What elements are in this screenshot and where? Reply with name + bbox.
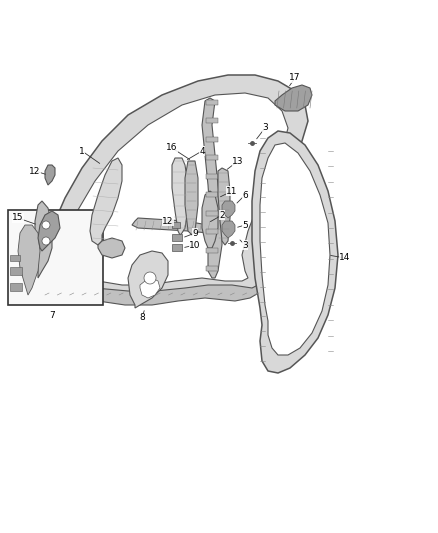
- Text: 12: 12: [162, 216, 174, 225]
- Text: 2: 2: [219, 211, 225, 220]
- Bar: [206, 118, 218, 124]
- Bar: [206, 174, 218, 179]
- Polygon shape: [202, 98, 222, 278]
- Text: 17: 17: [289, 74, 301, 83]
- Polygon shape: [35, 275, 262, 305]
- Text: 11: 11: [226, 187, 238, 196]
- Text: 5: 5: [242, 221, 248, 230]
- Text: 4: 4: [199, 147, 205, 156]
- Polygon shape: [18, 225, 40, 295]
- Polygon shape: [222, 201, 235, 218]
- Polygon shape: [38, 75, 308, 295]
- Text: 13: 13: [232, 157, 244, 166]
- Bar: [172, 234, 182, 241]
- Polygon shape: [132, 218, 212, 233]
- Polygon shape: [252, 131, 338, 373]
- Bar: [10, 255, 20, 261]
- Polygon shape: [260, 143, 330, 355]
- Text: 16: 16: [166, 143, 178, 152]
- Polygon shape: [222, 221, 235, 238]
- Bar: [206, 137, 218, 142]
- Polygon shape: [218, 168, 230, 245]
- Polygon shape: [35, 201, 52, 278]
- Bar: [172, 244, 182, 251]
- Polygon shape: [38, 211, 60, 251]
- Polygon shape: [185, 161, 198, 235]
- Text: 9: 9: [192, 229, 198, 238]
- Text: 15: 15: [12, 214, 24, 222]
- Bar: [10, 267, 22, 275]
- Polygon shape: [202, 191, 218, 248]
- Circle shape: [144, 272, 156, 284]
- Text: 6: 6: [242, 190, 248, 199]
- Polygon shape: [172, 158, 188, 235]
- Bar: [206, 266, 218, 271]
- Polygon shape: [275, 85, 312, 111]
- Circle shape: [42, 221, 50, 229]
- Polygon shape: [90, 158, 122, 245]
- Bar: [206, 100, 218, 105]
- Text: 7: 7: [49, 311, 55, 319]
- Bar: [10, 283, 22, 291]
- Bar: [206, 211, 218, 216]
- Text: 8: 8: [139, 313, 145, 322]
- Text: 1: 1: [79, 147, 85, 156]
- Polygon shape: [140, 278, 160, 298]
- Text: 3: 3: [262, 124, 268, 133]
- Bar: [206, 247, 218, 253]
- Bar: [206, 155, 218, 160]
- Text: 10: 10: [189, 240, 201, 249]
- Bar: [206, 229, 218, 234]
- Bar: [172, 222, 180, 228]
- Bar: [206, 192, 218, 197]
- Bar: [8, 210, 103, 305]
- Text: 14: 14: [339, 254, 351, 262]
- Circle shape: [42, 237, 50, 245]
- Text: 12: 12: [29, 166, 41, 175]
- Polygon shape: [45, 165, 55, 185]
- Polygon shape: [55, 93, 288, 285]
- Text: 3: 3: [242, 240, 248, 249]
- Polygon shape: [98, 238, 125, 258]
- Polygon shape: [128, 251, 168, 308]
